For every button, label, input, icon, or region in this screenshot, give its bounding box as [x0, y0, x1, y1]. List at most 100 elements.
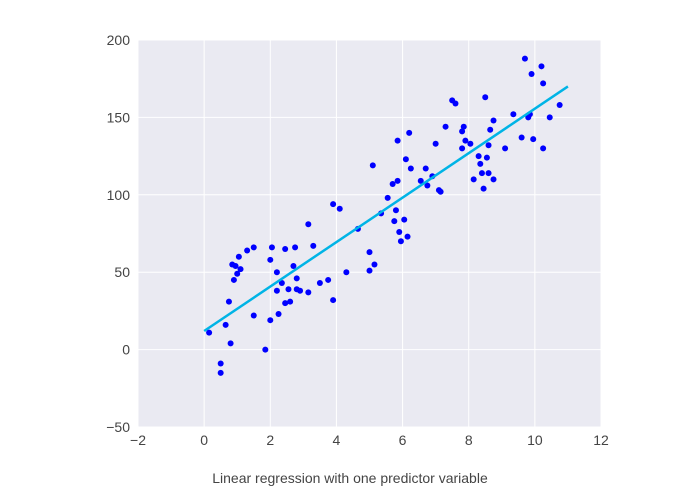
- data-point: [237, 266, 244, 273]
- data-point: [343, 269, 350, 276]
- data-point: [232, 263, 239, 270]
- chart-caption: Linear regression with one predictor var…: [212, 470, 488, 486]
- data-point: [267, 256, 274, 263]
- data-point: [325, 276, 332, 283]
- data-point: [293, 275, 300, 282]
- data-point: [227, 340, 234, 347]
- data-point: [310, 242, 317, 249]
- data-point: [392, 207, 399, 214]
- data-point: [406, 129, 413, 136]
- data-point: [452, 100, 459, 107]
- data-point: [477, 160, 484, 167]
- data-point: [462, 137, 469, 144]
- data-point: [273, 269, 280, 276]
- x-tick-label: 4: [333, 432, 341, 448]
- data-point: [487, 126, 494, 133]
- x-tick-label: 10: [527, 432, 543, 448]
- data-point: [222, 321, 229, 328]
- data-point: [460, 123, 467, 130]
- x-tick-label: 6: [399, 432, 407, 448]
- data-point: [490, 117, 497, 124]
- data-point: [424, 182, 431, 189]
- data-point: [396, 228, 403, 235]
- data-point: [297, 287, 304, 294]
- data-point: [483, 154, 490, 161]
- data-point: [485, 142, 492, 149]
- data-point: [273, 287, 280, 294]
- data-point: [217, 360, 224, 367]
- data-point: [316, 280, 323, 287]
- data-point: [521, 55, 528, 62]
- data-point: [540, 145, 547, 152]
- data-point: [518, 134, 525, 141]
- x-tick-label: 8: [465, 432, 473, 448]
- regression-line: [203, 85, 569, 333]
- data-point: [290, 263, 297, 270]
- data-point: [538, 63, 545, 70]
- data-point: [369, 162, 376, 169]
- data-point: [391, 218, 398, 225]
- data-point: [366, 267, 373, 274]
- x-axis-tick-labels: −2 0 2 4 6 8 10 12: [130, 432, 609, 448]
- data-point: [459, 145, 466, 152]
- data-point: [287, 298, 294, 305]
- data-point: [480, 185, 487, 192]
- data-point: [467, 140, 474, 147]
- data-point: [546, 114, 553, 121]
- y-tick-label: 150: [107, 109, 131, 125]
- data-point: [490, 176, 497, 183]
- data-point: [482, 94, 489, 101]
- data-point: [530, 136, 537, 143]
- data-point: [475, 153, 482, 160]
- x-tick-label: −2: [130, 432, 146, 448]
- data-point: [437, 188, 444, 195]
- data-point: [371, 261, 378, 268]
- plot-background: [138, 40, 601, 427]
- data-point: [267, 317, 274, 324]
- data-point: [234, 270, 241, 277]
- data-point: [225, 298, 232, 305]
- data-point: [305, 221, 312, 228]
- data-point: [285, 286, 292, 293]
- data-point: [404, 233, 411, 240]
- y-tick-label: −50: [106, 419, 130, 435]
- x-tick-label: 2: [266, 432, 274, 448]
- data-point: [556, 102, 563, 109]
- data-point: [510, 111, 517, 118]
- y-axis-tick-labels: −50 0 50 100 150 200: [106, 32, 130, 435]
- data-point: [336, 205, 343, 212]
- data-point: [305, 289, 312, 296]
- x-tick-label: 12: [593, 432, 609, 448]
- data-point: [540, 80, 547, 87]
- data-point: [292, 244, 299, 251]
- y-tick-label: 0: [122, 342, 130, 358]
- x-tick-label: 0: [200, 432, 208, 448]
- data-point: [330, 201, 337, 208]
- regression-line-group: [203, 85, 569, 333]
- data-point: [268, 244, 275, 251]
- data-point: [235, 253, 242, 260]
- data-point: [417, 177, 424, 184]
- data-point: [282, 300, 289, 307]
- data-point: [422, 165, 429, 172]
- y-tick-label: 200: [107, 32, 131, 48]
- data-point: [217, 369, 224, 376]
- data-point: [250, 312, 257, 319]
- data-point: [478, 170, 485, 177]
- data-point: [442, 123, 449, 130]
- data-point: [389, 180, 396, 187]
- data-point: [397, 238, 404, 245]
- data-point: [432, 140, 439, 147]
- data-point: [250, 244, 257, 251]
- data-point: [330, 297, 337, 304]
- data-point: [394, 137, 401, 144]
- data-point: [244, 247, 251, 254]
- data-point: [528, 71, 535, 78]
- data-point: [230, 276, 237, 283]
- data-point: [275, 310, 282, 317]
- data-point: [407, 165, 414, 172]
- data-point: [401, 216, 408, 223]
- data-point: [262, 346, 269, 353]
- data-point: [394, 177, 401, 184]
- data-point: [282, 245, 289, 252]
